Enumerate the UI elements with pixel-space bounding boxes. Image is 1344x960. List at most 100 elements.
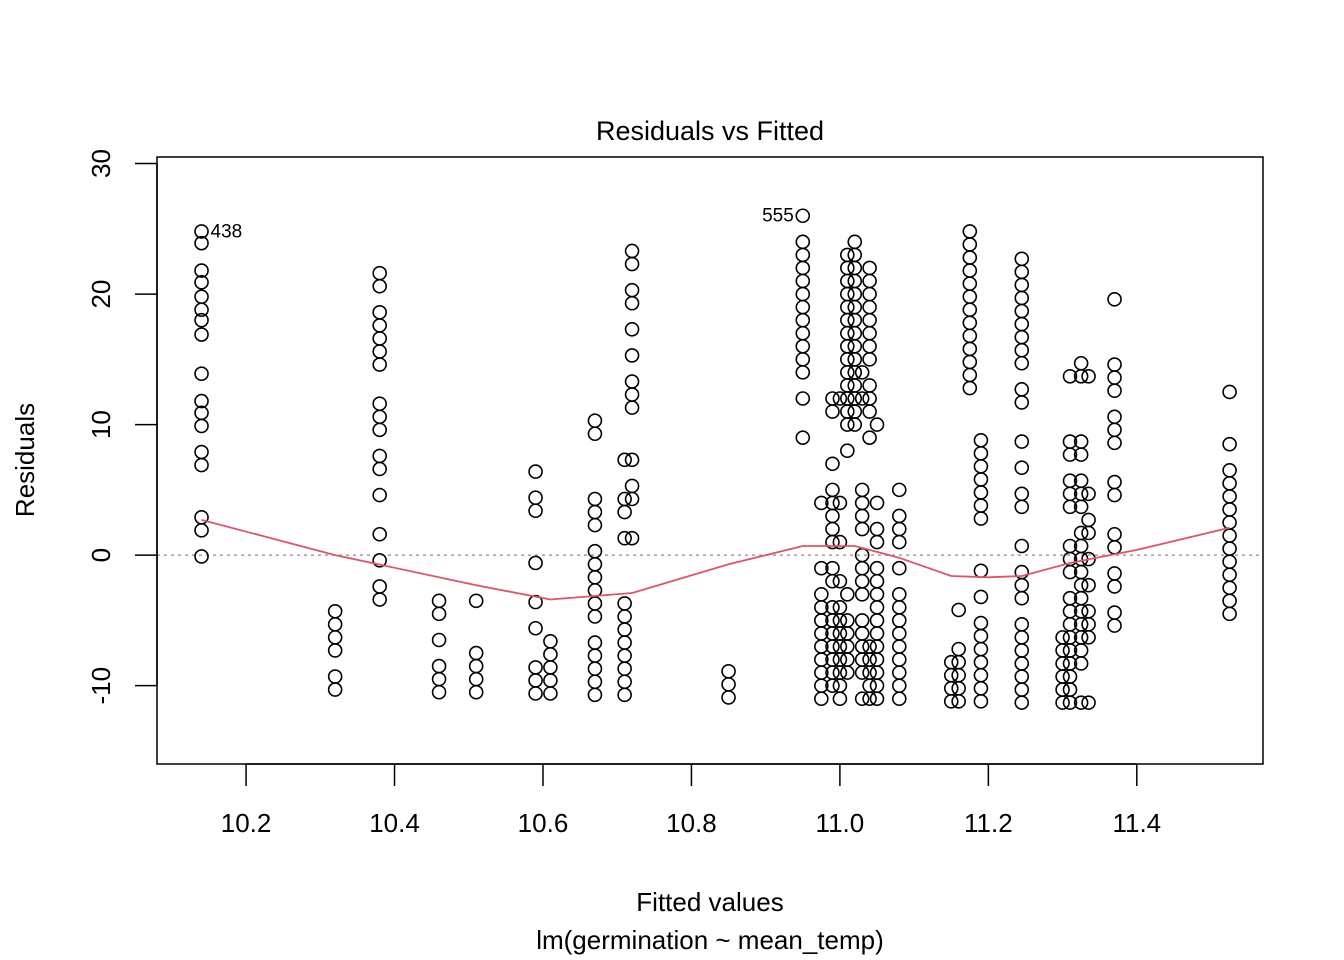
data-point xyxy=(869,639,885,654)
data-point xyxy=(1062,695,1078,710)
data-point xyxy=(617,687,632,703)
data-point xyxy=(840,587,855,602)
data-point xyxy=(840,391,855,406)
data-point xyxy=(431,671,447,687)
data-point xyxy=(624,478,640,494)
chart-title: Residuals vs Fitted xyxy=(596,116,824,146)
data-point xyxy=(891,626,907,641)
data-point xyxy=(1107,540,1122,555)
x-tick-label: 10.8 xyxy=(666,808,717,838)
data-point xyxy=(587,609,603,624)
y-tick-label: 20 xyxy=(86,280,116,309)
data-point xyxy=(840,443,855,459)
plot-frame xyxy=(156,156,1264,765)
data-point xyxy=(891,652,907,667)
data-point xyxy=(869,626,885,641)
data-point xyxy=(973,680,989,696)
data-point xyxy=(1081,369,1096,384)
data-point xyxy=(795,208,811,224)
data-point xyxy=(973,563,989,579)
data-point xyxy=(973,511,989,526)
data-point xyxy=(587,556,603,572)
data-point xyxy=(840,247,855,263)
data-point xyxy=(1222,554,1237,569)
data-point xyxy=(1062,369,1078,384)
data-point xyxy=(795,391,811,406)
data-point xyxy=(973,446,989,461)
data-point xyxy=(847,365,863,380)
data-point xyxy=(617,635,632,650)
data-point xyxy=(1073,369,1089,384)
data-point xyxy=(854,495,870,511)
data-point xyxy=(528,490,543,506)
data-point xyxy=(825,521,840,537)
data-point xyxy=(825,456,840,472)
data-point xyxy=(840,404,855,419)
data-point xyxy=(194,366,209,381)
data-point xyxy=(869,652,885,667)
data-point xyxy=(327,682,343,697)
data-point xyxy=(862,273,877,289)
data-point xyxy=(862,260,877,276)
data-point xyxy=(1014,316,1030,332)
data-point xyxy=(832,495,848,511)
data-point xyxy=(1107,422,1122,438)
y-tick-label: 10 xyxy=(86,410,116,439)
data-point xyxy=(962,263,978,278)
data-point xyxy=(587,543,603,559)
data-point xyxy=(1014,590,1030,606)
data-point xyxy=(891,482,907,498)
data-point xyxy=(327,603,343,619)
data-point xyxy=(624,295,640,311)
data-point xyxy=(951,694,966,709)
data-point xyxy=(854,391,870,406)
data-point xyxy=(617,491,632,507)
data-point xyxy=(528,686,543,701)
data-points xyxy=(194,208,1237,710)
data-point xyxy=(194,289,209,304)
data-point xyxy=(795,338,811,354)
data-point xyxy=(194,523,209,538)
data-point xyxy=(943,667,959,683)
data-point xyxy=(372,265,387,281)
data-point xyxy=(587,635,603,650)
data-point xyxy=(624,400,640,415)
data-point xyxy=(814,587,829,602)
data-point xyxy=(891,521,907,537)
data-point xyxy=(372,461,387,477)
data-point xyxy=(1073,656,1089,671)
data-point xyxy=(1081,603,1096,619)
y-axis: -10 0 10 20 30 xyxy=(86,149,158,704)
data-point xyxy=(847,338,863,354)
data-point xyxy=(891,639,907,654)
data-point xyxy=(617,661,632,677)
data-point xyxy=(840,365,855,380)
data-point xyxy=(372,579,387,594)
data-point xyxy=(1081,617,1096,632)
data-point xyxy=(1107,409,1122,425)
data-point xyxy=(617,622,632,637)
data-point xyxy=(973,472,989,487)
data-point xyxy=(1107,435,1122,451)
data-point xyxy=(1073,355,1089,371)
data-point xyxy=(1081,486,1096,502)
data-point xyxy=(1014,486,1030,502)
data-point xyxy=(1014,277,1030,293)
data-point xyxy=(194,235,209,251)
data-point xyxy=(1014,342,1030,358)
data-point xyxy=(1081,577,1096,593)
data-point xyxy=(840,639,855,654)
data-point xyxy=(372,487,387,503)
data-point xyxy=(869,678,885,693)
data-point xyxy=(832,391,848,406)
data-point xyxy=(617,504,632,520)
data-point xyxy=(825,482,840,498)
data-point xyxy=(795,352,811,367)
data-point xyxy=(869,691,885,707)
data-point xyxy=(795,234,811,250)
data-point xyxy=(962,224,978,239)
data-point xyxy=(973,667,989,683)
data-point xyxy=(943,694,959,709)
data-point xyxy=(587,413,603,428)
